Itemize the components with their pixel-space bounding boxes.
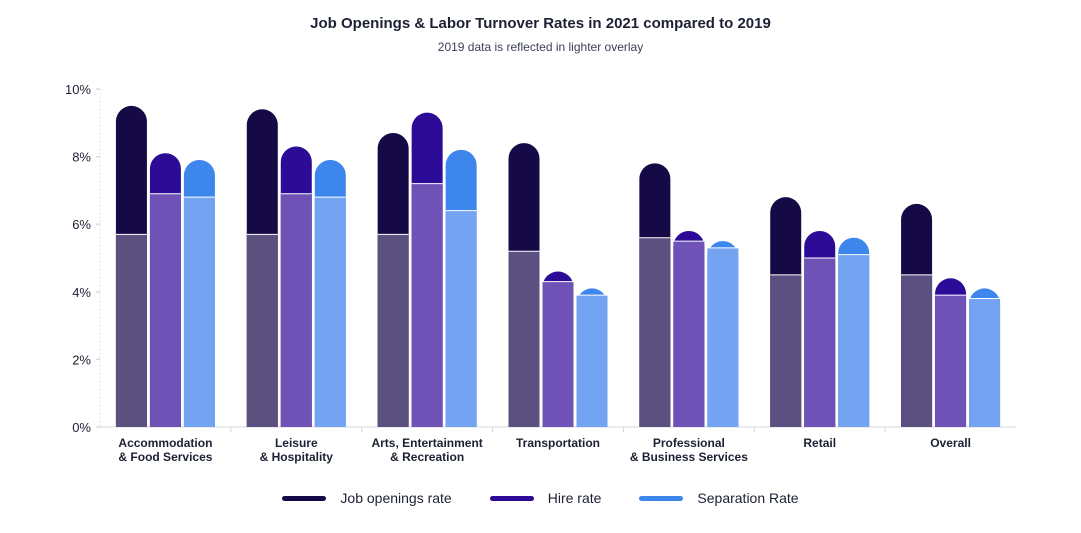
x-tick-label: Overall bbox=[930, 436, 971, 450]
bar-2019-overlay bbox=[639, 237, 671, 427]
chart-legend: Job openings rate Hire rate Separation R… bbox=[0, 490, 1081, 506]
x-tick-label: Leisure bbox=[275, 436, 318, 450]
bar-2019-overlay bbox=[707, 247, 739, 427]
bar-2019-overlay bbox=[576, 295, 608, 427]
bar-2019-overlay bbox=[280, 193, 312, 427]
x-tick-label: Accommodation bbox=[118, 436, 212, 450]
y-tick-label: 0% bbox=[72, 420, 91, 435]
x-tick-label: Arts, Entertainment bbox=[371, 436, 482, 450]
x-tick-label: Transportation bbox=[516, 436, 600, 450]
legend-swatch-separation-rate bbox=[639, 495, 684, 501]
bar-2019-overlay bbox=[969, 298, 1001, 427]
bar-2019-overlay bbox=[901, 274, 933, 427]
x-tick-label: Retail bbox=[803, 436, 836, 450]
y-tick-label: 8% bbox=[72, 150, 91, 165]
bar-2019-overlay bbox=[149, 193, 181, 427]
bar-2019-overlay bbox=[377, 234, 409, 427]
legend-label-job-openings: Job openings rate bbox=[340, 490, 452, 506]
y-tick-label: 4% bbox=[72, 285, 91, 300]
bar-2019-overlay bbox=[770, 274, 802, 427]
legend-label-separation-rate: Separation Rate bbox=[697, 490, 799, 506]
legend-swatch-job-openings bbox=[282, 495, 327, 501]
x-tick-label: & Food Services bbox=[118, 450, 212, 464]
bar-2019-overlay bbox=[314, 197, 346, 427]
bar-2019-overlay bbox=[246, 234, 278, 427]
x-tick-label: Professional bbox=[653, 436, 725, 450]
legend-item-job-openings: Job openings rate bbox=[282, 490, 452, 506]
legend-swatch-hire-rate bbox=[489, 495, 534, 501]
bar-2019-overlay bbox=[542, 281, 574, 427]
legend-label-hire-rate: Hire rate bbox=[547, 490, 602, 506]
bar-2019-overlay bbox=[838, 254, 870, 427]
bar-2019-overlay bbox=[445, 210, 477, 427]
bar-2019-overlay bbox=[115, 234, 147, 427]
x-tick-label: & Recreation bbox=[390, 450, 464, 464]
bar-2019-overlay bbox=[935, 295, 967, 427]
legend-item-separation-rate: Separation Rate bbox=[639, 490, 799, 506]
bar-2019-overlay bbox=[673, 241, 705, 427]
bar-2019-overlay bbox=[508, 251, 540, 427]
y-tick-label: 10% bbox=[65, 82, 91, 97]
x-tick-label: & Hospitality bbox=[260, 450, 334, 464]
bar-chart: 0% 2% 4% 6% 8% 10% Accommodation& Food Service… bbox=[65, 82, 1016, 464]
chart-subtitle: 2019 data is reflected in lighter overla… bbox=[437, 40, 644, 54]
y-tick-label: 2% bbox=[72, 352, 91, 367]
bar-2019-overlay bbox=[804, 258, 836, 427]
chart-title: Job Openings & Labor Turnover Rates in 2… bbox=[310, 15, 771, 32]
x-tick-label: & Business Services bbox=[630, 450, 748, 464]
bar-2019-overlay bbox=[411, 183, 443, 427]
bar-2019-overlay bbox=[183, 197, 215, 427]
y-tick-label: 6% bbox=[72, 217, 91, 232]
legend-item-hire-rate: Hire rate bbox=[489, 490, 602, 506]
